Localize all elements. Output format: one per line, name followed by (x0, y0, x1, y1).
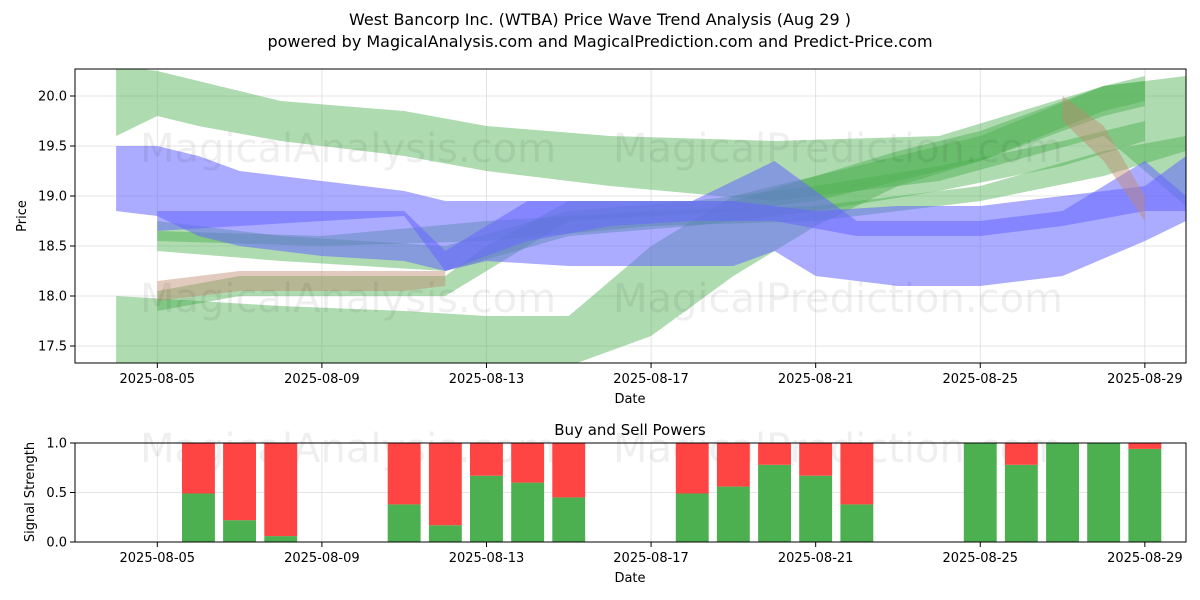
buy-bar (840, 504, 874, 542)
sell-bar (182, 443, 215, 494)
price-band-green-1 (116, 76, 1145, 363)
signal-y-ticks: 0.0 0.5 1.0 (46, 437, 75, 551)
sell-bar (716, 443, 750, 487)
price-x-tick-label: 2025-08-05 (120, 372, 196, 387)
price-plot-frame (74, 68, 1187, 364)
buy-bar (511, 482, 545, 542)
sell-bar (799, 443, 833, 476)
sell-bar (1004, 443, 1038, 465)
buy-bar (1046, 443, 1079, 542)
watermark-text: MagicalAnalysis.com (140, 276, 556, 322)
watermark-text: MagicalAnalysis.com (140, 126, 556, 172)
price-x-tick-label: 2025-08-09 (284, 372, 360, 387)
signal-y-tick-label: 0.0 (46, 536, 67, 551)
sell-bar (840, 443, 874, 505)
price-band-green-3 (157, 121, 1145, 271)
buy-bar (387, 504, 421, 542)
price-x-ticks: 2025-08-05 2025-08-09 2025-08-13 2025-08-17… (120, 363, 1183, 387)
signal-x-tick-label: 2025-08-17 (613, 551, 689, 566)
signal-x-tick-label: 2025-08-09 (284, 551, 360, 566)
price-x-tick-label: 2025-08-21 (778, 372, 854, 387)
signal-y-tick-label: 0.5 (46, 486, 67, 501)
price-band-green-0 (116, 69, 1186, 206)
price-watermarks: MagicalAnalysis.com MagicalPrediction.com… (140, 126, 1063, 322)
price-band-blue-6 (157, 161, 1186, 271)
buy-bar (552, 497, 586, 542)
sell-bar (1128, 443, 1162, 449)
price-x-axis-label: Date (614, 392, 645, 407)
signal-bars (182, 443, 1162, 542)
signal-x-axis-label: Date (614, 571, 645, 586)
price-x-tick-label: 2025-08-25 (942, 372, 1018, 387)
price-y-axis-label: Price (15, 200, 30, 232)
price-y-tick-label: 19.0 (38, 190, 67, 205)
buy-bar (758, 464, 791, 542)
price-panel: MagicalAnalysis.com MagicalPrediction.com… (15, 68, 1187, 407)
buy-bar (799, 475, 833, 542)
price-y-tick-label: 18.5 (38, 240, 67, 255)
price-y-tick-label: 20.0 (38, 90, 67, 105)
price-y-tick-label: 18.0 (38, 290, 67, 305)
sell-bar (470, 443, 503, 476)
buy-bar (428, 525, 462, 542)
buy-bar (963, 443, 997, 542)
signal-x-ticks: 2025-08-05 2025-08-09 2025-08-13 2025-08-17… (120, 542, 1183, 566)
signal-y-tick-label: 1.0 (46, 437, 67, 452)
signal-x-tick-label: 2025-08-21 (778, 551, 854, 566)
buy-bar (223, 520, 256, 542)
buy-bar (716, 486, 750, 542)
price-y-tick-label: 19.5 (38, 140, 67, 155)
price-x-tick-label: 2025-08-13 (449, 372, 525, 387)
buy-bar (1128, 448, 1162, 542)
sell-bar (511, 443, 545, 483)
sell-bar (675, 443, 709, 494)
signal-title: Buy and Sell Powers (554, 421, 706, 439)
price-y-ticks: 17.5 18.0 18.5 19.0 19.5 20.0 (38, 90, 75, 355)
price-bands (116, 69, 1186, 363)
price-x-tick-label: 2025-08-17 (613, 372, 689, 387)
price-band-brown-8 (1062, 96, 1145, 221)
sell-bar (387, 443, 421, 505)
signal-x-tick-label: 2025-08-25 (942, 551, 1018, 566)
buy-bar (470, 475, 503, 542)
sell-bar (223, 443, 256, 521)
buy-bar (264, 536, 298, 542)
signal-x-tick-label: 2025-08-05 (120, 551, 196, 566)
sell-bar (758, 443, 791, 465)
sell-bar (552, 443, 586, 498)
signal-y-axis-label: Signal Strength (23, 442, 38, 542)
sell-bar (264, 443, 298, 537)
price-y-tick-label: 17.5 (38, 340, 67, 355)
price-band-green-2 (157, 81, 1145, 311)
signal-panel: Buy and Sell Powers MagicalAnalysis.com M… (23, 421, 1187, 586)
watermark-text: MagicalPrediction.com (613, 276, 1063, 322)
watermark-text: MagicalPrediction.com (613, 126, 1063, 172)
chart-title: West Bancorp Inc. (WTBA) Price Wave Tren… (349, 10, 851, 29)
signal-x-tick-label: 2025-08-13 (449, 551, 525, 566)
signal-x-tick-label: 2025-08-29 (1107, 551, 1183, 566)
sell-bar (428, 443, 462, 526)
buy-bar (675, 493, 709, 542)
buy-bar (1004, 464, 1038, 542)
buy-bar (1087, 443, 1121, 542)
price-band-brown-7 (157, 271, 446, 301)
price-x-tick-label: 2025-08-29 (1107, 372, 1183, 387)
buy-bar (182, 493, 215, 542)
chart-subtitle: powered by MagicalAnalysis.com and Magic… (267, 32, 932, 51)
